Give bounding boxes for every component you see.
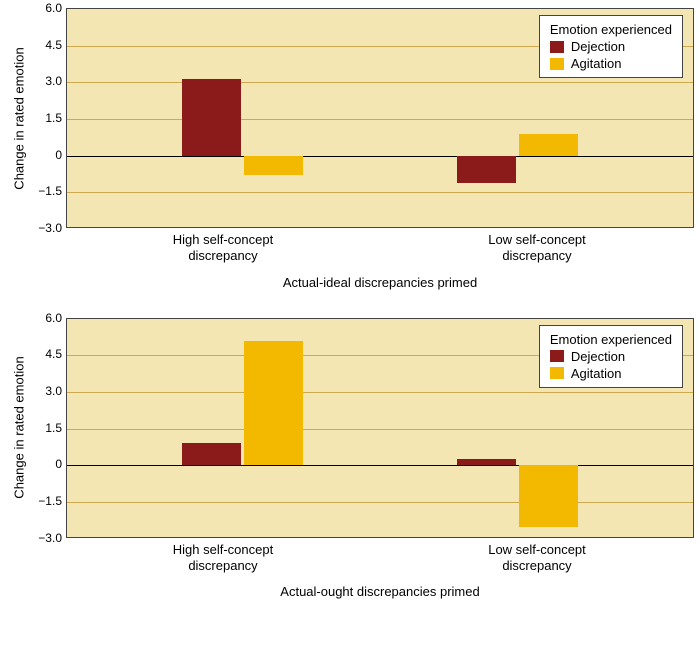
legend: Emotion experienced Dejection Agitation <box>539 325 683 388</box>
y-tick-label: 0 <box>55 457 62 471</box>
legend-swatch <box>550 58 564 70</box>
bar-dejection <box>182 79 241 156</box>
legend-label: Agitation <box>571 366 622 381</box>
y-axis-label: Change in rated emotion <box>12 356 27 498</box>
y-tick-label: 0 <box>55 148 62 162</box>
gridline <box>67 392 693 393</box>
y-tick-label: 6.0 <box>45 311 62 325</box>
y-tick-label: 1.5 <box>45 421 62 435</box>
chart-1: Change in rated emotion −3.0 −1.5 0 1.5 3.0 4.… <box>6 318 694 600</box>
bar-agitation <box>244 156 303 176</box>
gridline <box>67 119 693 120</box>
bar-agitation <box>519 465 578 527</box>
y-tick-label: 4.5 <box>45 38 62 52</box>
legend-label: Agitation <box>571 56 622 71</box>
gridline <box>67 502 693 503</box>
zero-line <box>67 465 693 466</box>
legend-swatch <box>550 367 564 379</box>
legend-swatch <box>550 350 564 362</box>
y-tick-label: −1.5 <box>38 184 62 198</box>
y-tick-label: 4.5 <box>45 347 62 361</box>
gridline <box>67 192 693 193</box>
plot-area: Emotion experienced Dejection Agitation <box>66 318 694 538</box>
legend-item: Agitation <box>550 366 672 381</box>
y-tick-label: 3.0 <box>45 74 62 88</box>
chart-0: Change in rated emotion −3.0 −1.5 0 1.5 3.0 4.… <box>6 8 694 290</box>
bar-agitation <box>244 341 303 466</box>
y-tick-label: 6.0 <box>45 1 62 15</box>
y-tick-label: −3.0 <box>38 221 62 235</box>
x-category-label: Low self-conceptdiscrepancy <box>380 542 694 575</box>
legend-item: Agitation <box>550 56 672 71</box>
bar-dejection <box>457 459 516 465</box>
bar-dejection <box>182 443 241 465</box>
y-tick-label: −1.5 <box>38 494 62 508</box>
y-tick-label: 3.0 <box>45 384 62 398</box>
y-axis-label: Change in rated emotion <box>12 47 27 189</box>
legend-title: Emotion experienced <box>550 332 672 347</box>
x-axis-label: Actual-ideal discrepancies primed <box>66 275 694 290</box>
zero-line <box>67 156 693 157</box>
bar-dejection <box>457 156 516 183</box>
legend-item: Dejection <box>550 349 672 364</box>
legend-label: Dejection <box>571 39 625 54</box>
x-category-label: High self-conceptdiscrepancy <box>66 232 380 265</box>
x-category-label: High self-conceptdiscrepancy <box>66 542 380 575</box>
bar-agitation <box>519 134 578 156</box>
legend-item: Dejection <box>550 39 672 54</box>
gridline <box>67 82 693 83</box>
x-axis-label: Actual-ought discrepancies primed <box>66 584 694 599</box>
plot-area: Emotion experienced Dejection Agitation <box>66 8 694 228</box>
legend-title: Emotion experienced <box>550 22 672 37</box>
y-tick-label: 1.5 <box>45 111 62 125</box>
gridline <box>67 429 693 430</box>
legend-swatch <box>550 41 564 53</box>
legend: Emotion experienced Dejection Agitation <box>539 15 683 78</box>
x-category-label: Low self-conceptdiscrepancy <box>380 232 694 265</box>
y-tick-label: −3.0 <box>38 531 62 545</box>
legend-label: Dejection <box>571 349 625 364</box>
